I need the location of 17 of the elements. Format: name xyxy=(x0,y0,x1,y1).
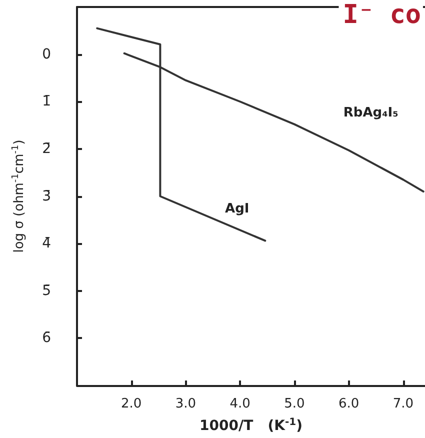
annotation: I⁻ co xyxy=(342,0,422,30)
x-tick-label: 7.0 xyxy=(392,396,414,412)
y-tick-label: 1̄ xyxy=(42,94,51,110)
y-tick-label: 4̄ xyxy=(42,236,52,252)
y-tick-label: 0 xyxy=(42,46,51,62)
x-tick-label: 5.0 xyxy=(284,396,305,412)
y-tick-label: 6̄ xyxy=(42,330,52,346)
x-tick-label: 2.0 xyxy=(121,396,142,412)
y-tick-label: 3̄ xyxy=(42,188,51,204)
x-tick-label: 3.0 xyxy=(175,396,196,412)
series-label: AgI xyxy=(225,202,250,217)
y-tick-label: 5̄ xyxy=(42,282,51,299)
x-tick-label: 6.0 xyxy=(338,396,360,412)
y-tick-label: 2̄ xyxy=(42,140,51,157)
series-label: RbAg₄I₅ xyxy=(343,105,398,120)
x-tick-label: 4.0 xyxy=(230,396,250,412)
y-axis-title: log σ (ohm-1cm-1) xyxy=(11,140,27,253)
